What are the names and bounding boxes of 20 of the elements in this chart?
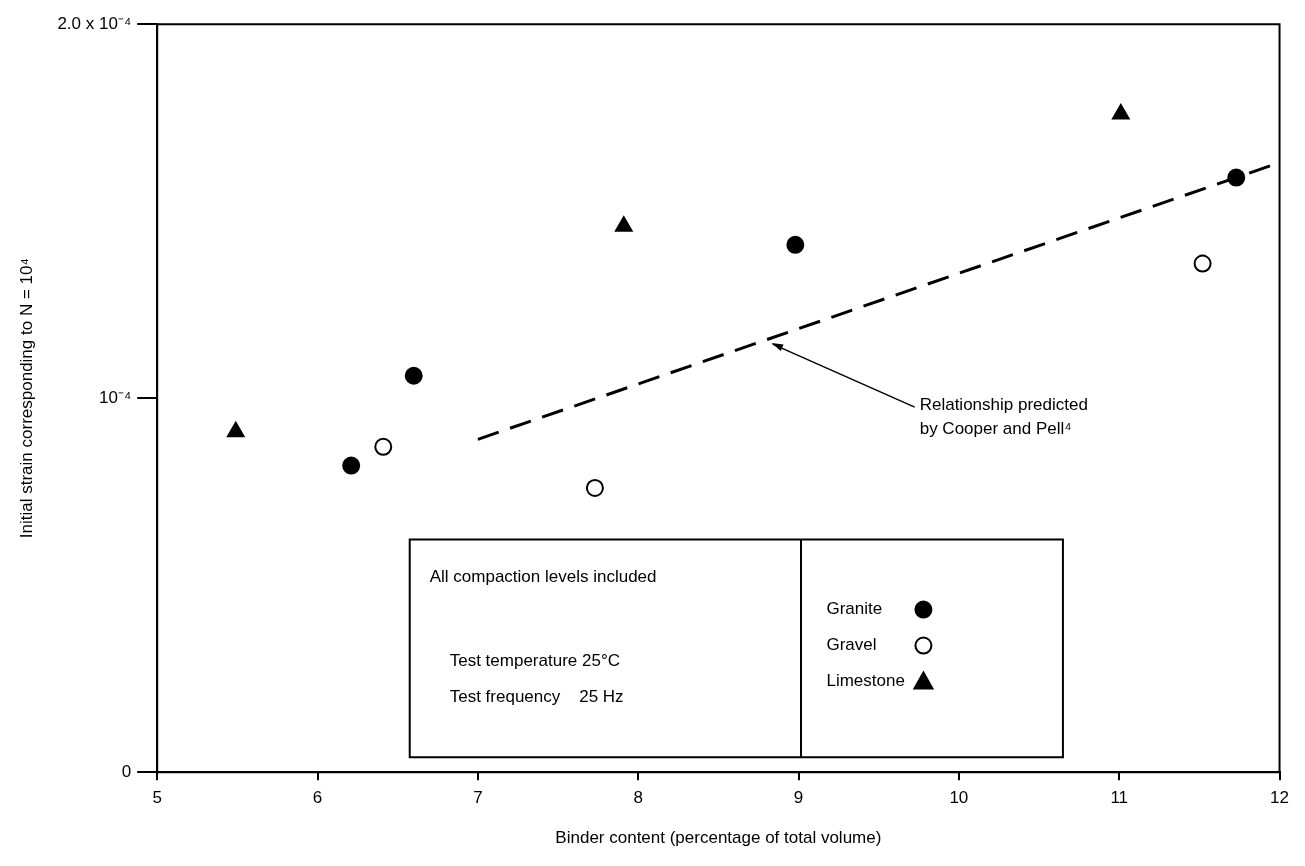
y-tick-label: 10⁻⁴ [98,387,132,407]
annotation: Relationship predicted by Cooper and Pell⁴ [919,394,1088,438]
legend-label: Limestone [826,671,905,691]
x-tick-label: 10 [949,788,969,808]
x-tick-label: 6 [312,788,323,808]
y-axis-title: Initial strain corresponding to N = 10⁴ [16,258,36,539]
annotation: Test temperature 25°C [449,651,620,671]
y-tick-label: 0 [121,761,132,781]
annotation: Test frequency 25 Hz [449,687,624,707]
legend-label: Gravel [826,635,877,655]
x-tick-label: 7 [473,788,483,808]
x-tick-label: 12 [1270,788,1290,808]
x-tick-label: 9 [793,788,804,808]
x-tick-label: 11 [1110,788,1129,808]
x-axis-title: Binder content (percentage of total volume) [555,828,882,848]
y-tick-label: 2.0 x 10⁻⁴ [57,13,132,33]
x-tick-label: 8 [633,788,643,808]
annotation: All compaction levels included [429,567,657,587]
legend-label: Granite [826,599,883,619]
x-tick-label: 5 [152,788,162,808]
